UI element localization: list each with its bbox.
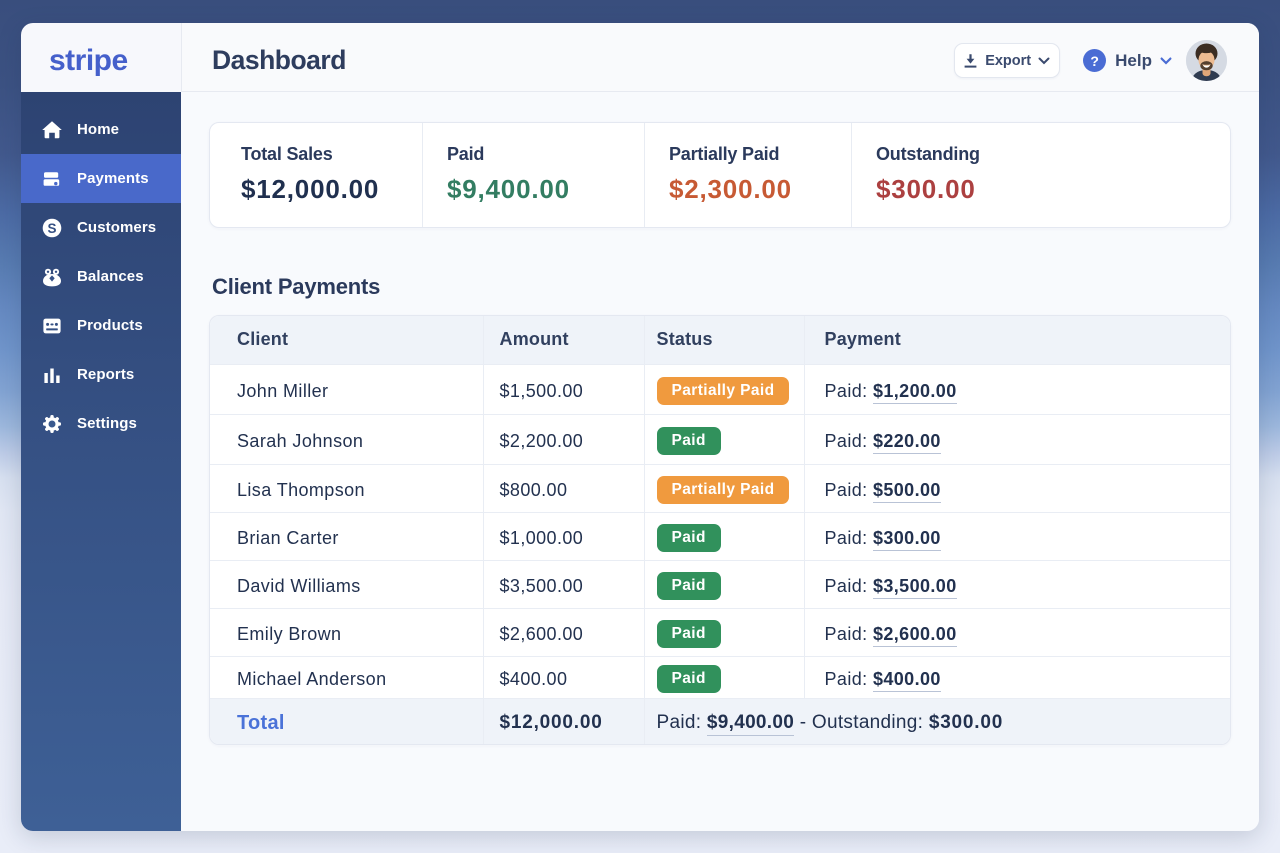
svg-text:stripe: stripe — [49, 44, 128, 77]
svg-text:S: S — [47, 220, 56, 235]
